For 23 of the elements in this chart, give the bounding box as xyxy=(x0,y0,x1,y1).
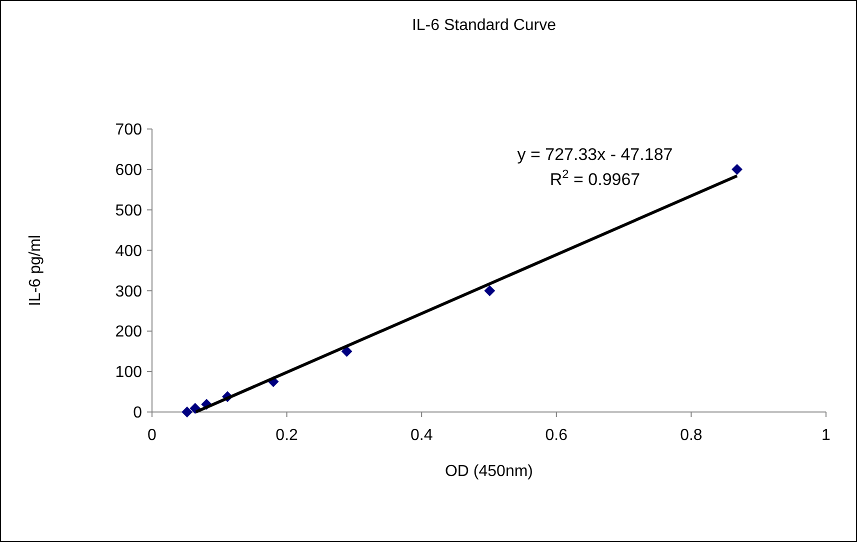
y-tick-label: 200 xyxy=(115,324,142,341)
x-tick-label: 0.4 xyxy=(410,427,433,444)
annotation: R$^{2}$ = 0.9967 xyxy=(550,167,640,189)
y-tick-label: 600 xyxy=(115,162,142,180)
y-tick-label: 0 xyxy=(133,404,142,422)
y-tick-label: 700 xyxy=(115,122,142,139)
y-tick-label: 500 xyxy=(115,202,142,220)
y-tick-label: 100 xyxy=(115,364,142,382)
y-tick-label: 400 xyxy=(115,242,142,260)
point xyxy=(182,406,193,418)
x-tick-label: 0.6 xyxy=(545,427,568,444)
x-tick-label: 0.8 xyxy=(680,427,702,444)
x-tick-label: 0.2 xyxy=(276,427,298,444)
point xyxy=(484,285,496,296)
x-tick-label: 1 xyxy=(822,427,831,444)
annotation: y = 727.33x - 47.187 xyxy=(517,145,673,164)
x-axis-title: OD (450nm) xyxy=(444,463,534,480)
y-tick-label: 300 xyxy=(115,283,142,300)
point xyxy=(732,164,743,175)
point xyxy=(341,346,352,357)
chart-title: IL-6 Standard Curve xyxy=(412,17,556,34)
x-tick-label: 0 xyxy=(148,427,157,444)
y-axis-title: IL-6 pg/ml xyxy=(27,234,44,306)
